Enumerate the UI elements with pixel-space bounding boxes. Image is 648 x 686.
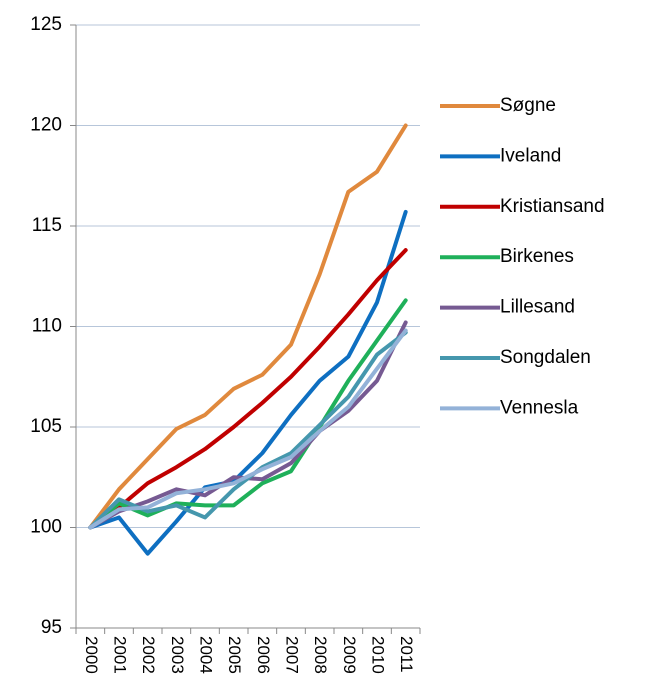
legend-label: Kristiansand xyxy=(500,196,605,217)
x-tick-label: 2006 xyxy=(254,636,273,674)
y-tick-label: 120 xyxy=(30,115,62,136)
series-line xyxy=(88,123,408,530)
legend-label: Søgne xyxy=(500,95,556,116)
series-line xyxy=(88,328,408,530)
legend-label: Vennesla xyxy=(500,397,579,418)
series-line xyxy=(88,248,408,530)
x-tick-label: 2003 xyxy=(168,636,187,674)
y-tick-label: 95 xyxy=(41,617,62,638)
legend-label: Lillesand xyxy=(500,297,575,318)
x-tick-label: 2011 xyxy=(397,636,416,673)
x-tick-label: 2010 xyxy=(369,636,388,674)
x-tick-label: 2004 xyxy=(197,636,216,674)
y-tick-label: 110 xyxy=(32,316,62,337)
y-tick-label: 125 xyxy=(30,14,62,35)
legend-label: Songdalen xyxy=(500,347,591,368)
series-line xyxy=(88,298,408,530)
series-line xyxy=(88,330,408,530)
y-tick-label: 100 xyxy=(30,517,62,538)
legend-label: Birkenes xyxy=(500,246,574,267)
y-tick-label: 105 xyxy=(30,416,62,437)
x-tick-label: 2002 xyxy=(139,636,158,674)
legend-label: Iveland xyxy=(500,145,561,166)
x-tick-label: 2001 xyxy=(111,636,130,674)
y-tick-label: 115 xyxy=(32,215,62,236)
series-line xyxy=(88,209,408,556)
x-tick-label: 2008 xyxy=(311,636,330,674)
x-tick-label: 2009 xyxy=(340,636,359,674)
x-tick-label: 2005 xyxy=(225,636,244,674)
x-tick-label: 2000 xyxy=(82,636,101,674)
x-tick-label: 2007 xyxy=(283,636,302,674)
